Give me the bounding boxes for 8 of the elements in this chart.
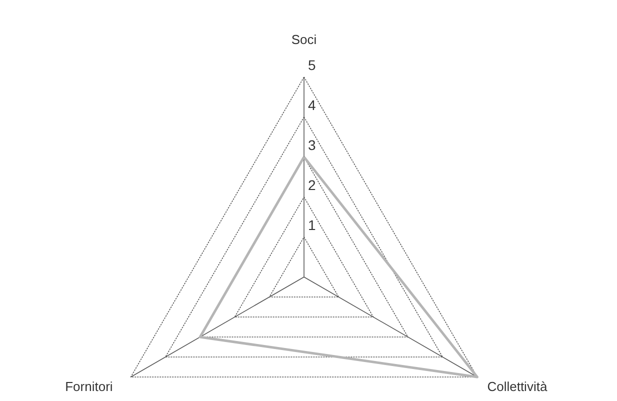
y-tick-label: 1 bbox=[308, 217, 316, 233]
spoke-label: Soci bbox=[291, 32, 317, 47]
spoke-label: Fornitori bbox=[65, 379, 113, 394]
y-tick-label: 2 bbox=[308, 177, 316, 193]
y-tick-label: 5 bbox=[308, 57, 316, 73]
y-tick-label: 3 bbox=[308, 137, 316, 153]
y-tick-label: 4 bbox=[308, 97, 316, 113]
spoke-label: Collettività bbox=[487, 379, 548, 394]
